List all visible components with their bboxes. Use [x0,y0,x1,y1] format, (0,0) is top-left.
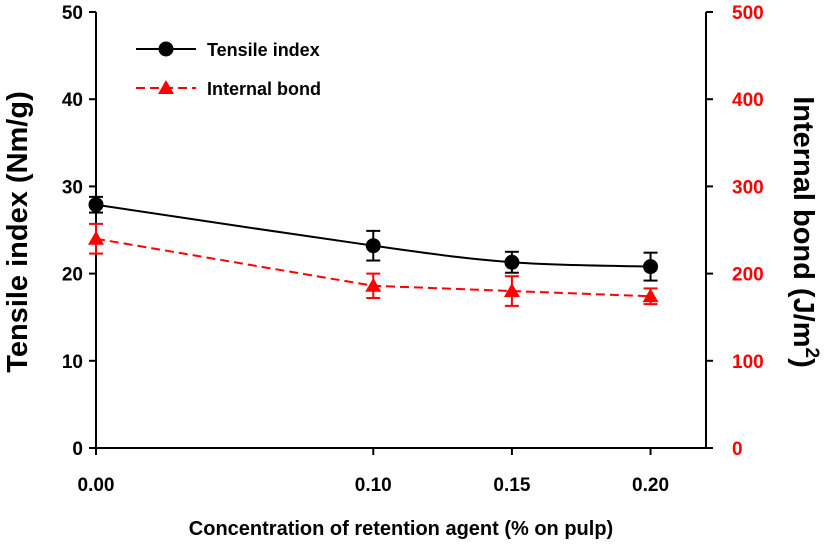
y-tick-label: 40 [62,90,83,111]
data-point [642,288,659,303]
y2-tick-label: 0 [732,439,743,460]
data-point [365,277,382,292]
y2-axis-title-close: ) [787,358,819,368]
series-line [95,237,651,298]
series-layer [88,195,659,307]
y2-axis-title: Internal bond (J/m2) [787,96,822,368]
data-point [503,283,520,298]
y-tick-label: 10 [62,352,83,373]
series-0 [88,195,659,282]
series-1 [88,222,659,307]
data-point [88,230,104,245]
y2-tick-label: 100 [732,352,764,373]
y-tick-label: 50 [62,3,83,24]
legend-marker-internal [158,80,174,94]
plot-frame [95,12,707,449]
y-tick-label: 0 [72,439,83,460]
x-tick-label: 0.15 [493,475,530,496]
y2-axis-title-main: Internal bond (J/m [787,96,819,347]
data-point [643,259,659,275]
series-line [95,203,651,268]
x-tick-label: 0.20 [632,475,669,496]
data-point [88,197,104,213]
y-axis-title: Tensile index (Nm/g) [2,91,34,372]
x-axis-title: Concentration of retention agent (% on p… [189,518,613,540]
y-tick-label: 20 [62,265,83,286]
legend: Tensile index Internal bond [136,40,321,99]
y2-tick-label: 200 [732,265,764,286]
legend-label-tensile: Tensile index [207,40,320,60]
y2-tick-label: 400 [732,90,764,111]
y2-tick-label: 500 [732,3,764,24]
y2-axis-title-sup: 2 [801,348,822,359]
y-tick-label: 30 [62,177,83,198]
legend-label-internal: Internal bond [207,79,321,99]
y2-tick-label: 300 [732,177,764,198]
x-tick-label: 0.00 [78,475,115,496]
data-point [365,238,381,254]
data-point [504,254,520,270]
x-tick-label: 0.10 [355,475,392,496]
legend-marker-tensile [158,41,174,57]
